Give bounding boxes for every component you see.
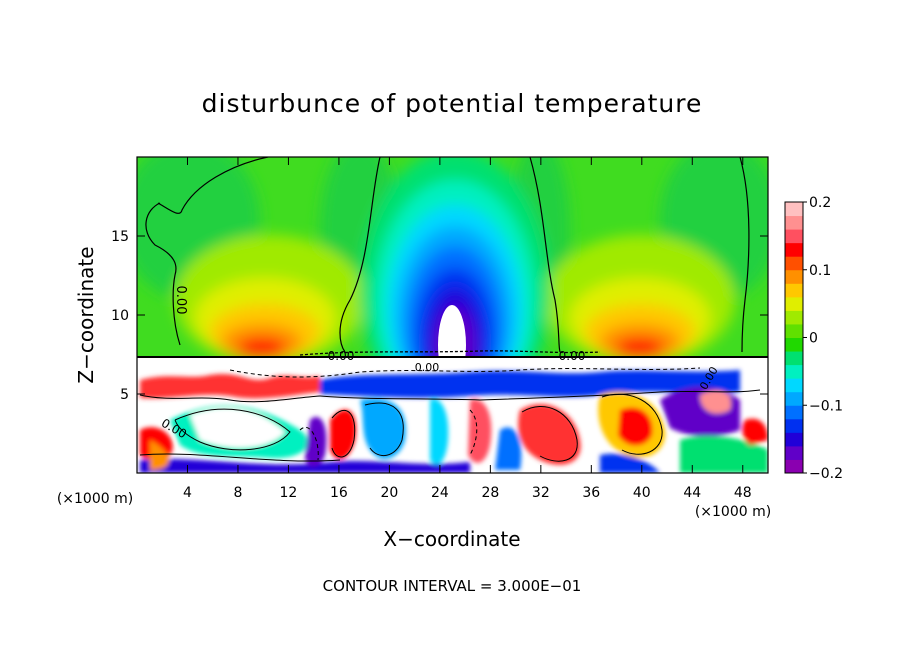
x-tick-label: 12 xyxy=(280,485,298,501)
y-axis-label: Z−coordinate xyxy=(74,246,98,383)
colorbar-swatch xyxy=(785,269,803,284)
contour-label: 0.00 xyxy=(328,349,355,363)
x-tick-label: 16 xyxy=(330,485,348,501)
y-tick-label: 10 xyxy=(111,308,129,324)
colorbar-ticks: 0.2 0.1 0 −0.1 −0.2 xyxy=(803,195,843,482)
x-tick-label: 44 xyxy=(683,485,701,501)
colorbar-swatch xyxy=(785,242,803,257)
y-tick-label: 15 xyxy=(111,229,129,245)
colorbar-swatch xyxy=(785,351,803,366)
colorbar-swatch xyxy=(785,445,803,460)
x-tick-label: 4 xyxy=(183,485,192,501)
x-unit-label-left: (×1000 m) xyxy=(57,491,133,507)
x-tick-label: 48 xyxy=(734,485,752,501)
heatmap-field xyxy=(137,157,768,473)
colorbar xyxy=(784,201,804,474)
x-axis: 4 8 12 16 20 24 28 32 36 40 44 48 xyxy=(183,157,752,501)
colorbar-swatch xyxy=(785,405,803,420)
colorbar-swatch xyxy=(785,283,803,298)
x-tick-label: 8 xyxy=(233,485,242,501)
colorbar-swatch xyxy=(785,256,803,271)
contour-label: 0.00 xyxy=(173,286,188,315)
colorbar-tick-label: −0.2 xyxy=(809,466,843,482)
x-tick-label: 36 xyxy=(582,485,600,501)
colorbar-swatch xyxy=(785,459,803,474)
colorbar-swatch xyxy=(785,296,803,311)
x-axis-label: X−coordinate xyxy=(383,527,520,551)
contour-label: 0.00 xyxy=(415,361,440,374)
colorbar-swatch xyxy=(785,364,803,379)
colorbar-tick-label: 0.2 xyxy=(809,195,831,211)
colorbar-swatch xyxy=(785,229,803,244)
x-tick-label: 32 xyxy=(532,485,550,501)
contour-interval-note: CONTOUR INTERVAL = 3.000E−01 xyxy=(323,577,582,595)
colorbar-swatch xyxy=(785,323,803,338)
x-unit-label-right: (×1000 m) xyxy=(695,504,771,520)
colorbar-swatch xyxy=(785,418,803,433)
colorbar-swatch xyxy=(785,391,803,406)
colorbar-swatch xyxy=(785,378,803,393)
colorbar-tick-label: 0.1 xyxy=(809,263,831,279)
colorbar-swatch xyxy=(785,310,803,325)
x-tick-label: 24 xyxy=(431,485,449,501)
chart-title: disturbunce of potential temperature xyxy=(202,89,703,118)
y-tick-label: 5 xyxy=(120,387,129,403)
colorbar-swatch xyxy=(785,337,803,352)
x-tick-label: 20 xyxy=(380,485,398,501)
x-tick-label: 40 xyxy=(633,485,651,501)
colorbar-swatch xyxy=(785,432,803,447)
colorbar-swatch xyxy=(785,215,803,230)
y-axis: 5 10 15 xyxy=(111,229,768,403)
contour-label: 0.00 xyxy=(559,349,586,363)
colorbar-tick-label: −0.1 xyxy=(809,398,843,414)
colorbar-tick-label: 0 xyxy=(809,331,818,347)
colorbar-swatch xyxy=(785,202,803,217)
x-tick-label: 28 xyxy=(481,485,499,501)
